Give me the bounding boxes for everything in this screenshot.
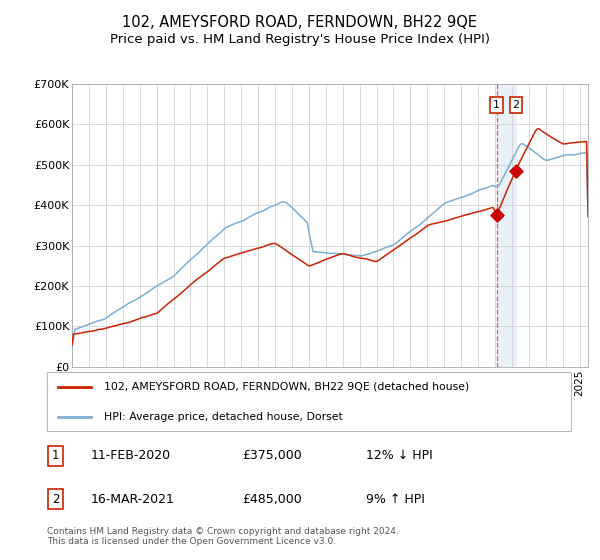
Text: £485,000: £485,000 [242,493,302,506]
Text: 102, AMEYSFORD ROAD, FERNDOWN, BH22 9QE (detached house): 102, AMEYSFORD ROAD, FERNDOWN, BH22 9QE … [104,382,469,392]
Text: 1: 1 [52,449,59,463]
Point [511,166,521,175]
FancyBboxPatch shape [47,372,571,431]
Text: 102, AMEYSFORD ROAD, FERNDOWN, BH22 9QE: 102, AMEYSFORD ROAD, FERNDOWN, BH22 9QE [122,15,478,30]
Text: 2: 2 [52,493,59,506]
Text: 9% ↑ HPI: 9% ↑ HPI [366,493,425,506]
Text: Price paid vs. HM Land Registry's House Price Index (HPI): Price paid vs. HM Land Registry's House … [110,32,490,46]
Text: Contains HM Land Registry data © Crown copyright and database right 2024.
This d: Contains HM Land Registry data © Crown c… [47,527,399,547]
Text: 12% ↓ HPI: 12% ↓ HPI [366,449,433,463]
Text: 11-FEB-2020: 11-FEB-2020 [91,449,171,463]
Text: £375,000: £375,000 [242,449,302,463]
Text: 2: 2 [512,100,520,110]
Text: HPI: Average price, detached house, Dorset: HPI: Average price, detached house, Dors… [104,412,343,422]
Point [492,211,502,220]
Text: 16-MAR-2021: 16-MAR-2021 [91,493,175,506]
Text: 1: 1 [493,100,500,110]
Bar [497,84,516,367]
